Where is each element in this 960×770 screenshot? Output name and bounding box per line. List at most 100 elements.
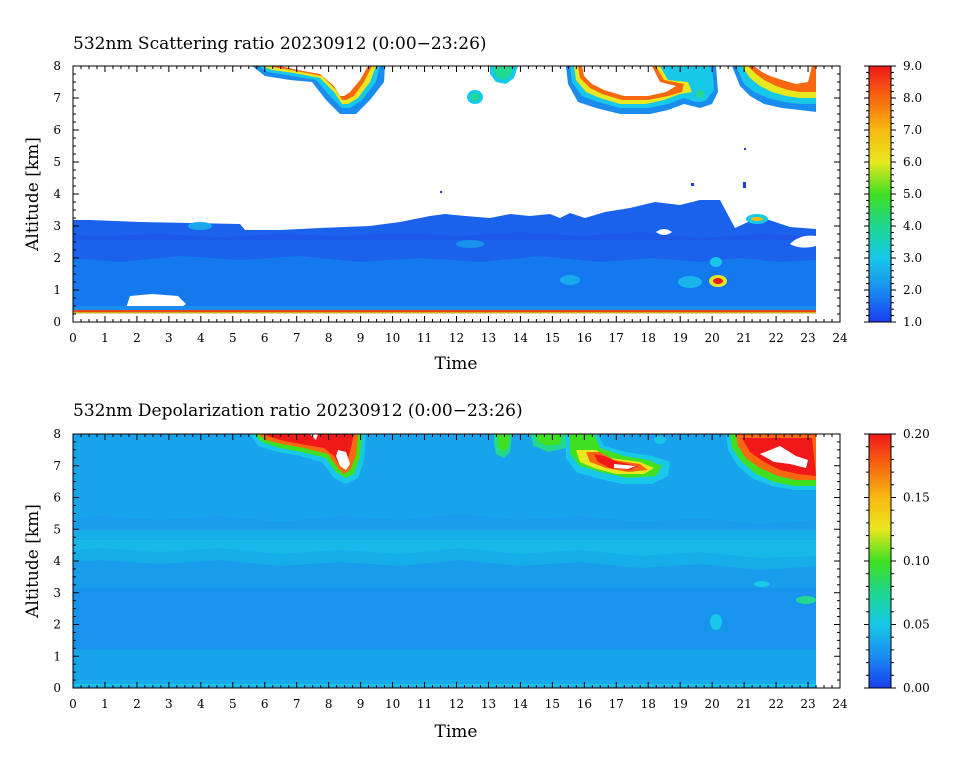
aerosol-patch bbox=[560, 275, 580, 285]
y-tick-label: 8 bbox=[53, 59, 61, 73]
y-axis-label: Altitude [km] bbox=[23, 504, 43, 619]
y-tick-label: 1 bbox=[53, 649, 61, 663]
x-tick-label: 6 bbox=[261, 331, 269, 345]
x-tick-label: 16 bbox=[577, 331, 592, 345]
x-tick-label: 10 bbox=[385, 697, 400, 711]
aerosol-patch bbox=[456, 240, 484, 248]
x-tick-label: 23 bbox=[800, 697, 815, 711]
x-tick-label: 17 bbox=[609, 331, 624, 345]
surface-layer-line bbox=[73, 684, 816, 686]
colorbar-tick-label: 0.10 bbox=[903, 554, 930, 568]
y-axis-label: Altitude [km] bbox=[23, 137, 43, 252]
axis-ticks: 0 1 2 3 4 5 6 7 8 9 10 11 12 13 14 15 16 17 18 19 20 21 22 23 24… bbox=[53, 427, 848, 711]
colorbar-tick-label: 0.05 bbox=[903, 618, 930, 632]
colorbar-tick-label: 4.0 bbox=[903, 219, 922, 233]
y-tick-label: 3 bbox=[53, 586, 61, 600]
colorbar bbox=[868, 65, 892, 323]
aerosol-patch bbox=[710, 614, 722, 630]
speck bbox=[743, 182, 746, 188]
y-tick-label: 5 bbox=[53, 155, 61, 169]
x-tick-label: 18 bbox=[641, 331, 656, 345]
x-tick-label: 10 bbox=[385, 331, 400, 345]
x-tick-label: 24 bbox=[832, 331, 848, 345]
chart-title: 532nm Depolarization ratio 20230912 (0:0… bbox=[73, 401, 523, 421]
surface-layer-red bbox=[73, 310, 816, 312]
y-tick-label: 2 bbox=[53, 251, 61, 265]
x-tick-label: 2 bbox=[133, 697, 141, 711]
x-tick-label: 8 bbox=[325, 697, 333, 711]
y-tick-label: 0 bbox=[53, 681, 61, 695]
cloud-13-14h bbox=[467, 66, 518, 104]
x-tick-label: 11 bbox=[417, 697, 432, 711]
y-tick-label: 6 bbox=[53, 123, 61, 137]
x-tick-label: 19 bbox=[673, 697, 688, 711]
cloud-13-15h bbox=[494, 434, 666, 458]
colorbar-tick-label: 0.00 bbox=[903, 681, 930, 695]
x-tick-label: 24 bbox=[832, 697, 848, 711]
x-tick-label: 22 bbox=[768, 697, 783, 711]
aerosol-patch bbox=[188, 222, 212, 230]
x-tick-label: 13 bbox=[481, 697, 496, 711]
x-tick-label: 18 bbox=[641, 697, 656, 711]
heatmap-area bbox=[73, 66, 816, 314]
x-tick-label: 21 bbox=[736, 697, 751, 711]
x-tick-label: 3 bbox=[165, 697, 173, 711]
colorbar-tick-label: 1.0 bbox=[903, 315, 922, 329]
x-tick-label: 0 bbox=[69, 697, 77, 711]
x-tick-label: 7 bbox=[293, 697, 301, 711]
colorbar-tick-label: 0.20 bbox=[903, 427, 930, 441]
y-tick-label: 7 bbox=[53, 91, 61, 105]
clear-pocket bbox=[126, 294, 186, 308]
x-tick-label: 23 bbox=[800, 331, 815, 345]
scattering-ratio-panel: 532nm Scattering ratio 20230912 (0:00−23… bbox=[23, 34, 922, 374]
x-tick-label: 22 bbox=[768, 331, 783, 345]
y-tick-label: 0 bbox=[53, 315, 61, 329]
y-tick-label: 4 bbox=[53, 554, 61, 568]
cloud-6-9h bbox=[252, 66, 385, 114]
cloud-21-23h bbox=[732, 66, 816, 112]
x-axis-label: Time bbox=[435, 722, 478, 742]
x-tick-label: 17 bbox=[609, 697, 624, 711]
boundary-layer-top-band bbox=[73, 232, 816, 240]
y-tick-label: 2 bbox=[53, 618, 61, 632]
boundary-layer-core bbox=[73, 256, 816, 306]
depolarization-ratio-panel: 532nm Depolarization ratio 20230912 (0:0… bbox=[23, 401, 930, 742]
x-tick-label: 1 bbox=[101, 697, 109, 711]
speck bbox=[744, 148, 746, 150]
x-tick-label: 0 bbox=[69, 331, 77, 345]
lower-band-light bbox=[73, 650, 816, 680]
x-tick-label: 5 bbox=[229, 331, 237, 345]
x-tick-label: 12 bbox=[449, 331, 464, 345]
colorbar-ticks: 1.0 2.0 3.0 4.0 5.0 6.0 7.0 8.0 9.0 bbox=[864, 59, 922, 329]
x-tick-label: 21 bbox=[736, 331, 751, 345]
x-tick-label: 14 bbox=[513, 697, 529, 711]
x-tick-label: 4 bbox=[197, 697, 205, 711]
x-tick-label: 3 bbox=[165, 331, 173, 345]
x-tick-label: 12 bbox=[449, 697, 464, 711]
y-tick-label: 4 bbox=[53, 187, 61, 201]
x-tick-label: 13 bbox=[481, 331, 496, 345]
colorbar-tick-label: 6.0 bbox=[903, 155, 922, 169]
x-tick-label: 11 bbox=[417, 331, 432, 345]
surface-layer-yellow bbox=[73, 312, 816, 314]
x-tick-label: 15 bbox=[545, 331, 560, 345]
colorbar-ticks: 0.00 0.05 0.10 0.15 0.20 bbox=[864, 427, 930, 695]
aerosol-patch bbox=[796, 596, 816, 604]
aerosol-spot-inner bbox=[713, 278, 723, 284]
upper-band bbox=[73, 434, 816, 524]
clear-pocket bbox=[790, 235, 816, 248]
colorbar-tick-label: 2.0 bbox=[903, 283, 922, 297]
low-cloud-patch-core bbox=[751, 217, 763, 221]
x-tick-label: 1 bbox=[101, 331, 109, 345]
chart-title: 532nm Scattering ratio 20230912 (0:00−23… bbox=[73, 34, 487, 54]
colorbar-tick-label: 8.0 bbox=[903, 91, 922, 105]
x-tick-label: 14 bbox=[513, 331, 529, 345]
surface-layer-blue bbox=[73, 306, 816, 310]
y-tick-label: 5 bbox=[53, 522, 61, 536]
y-tick-label: 1 bbox=[53, 283, 61, 297]
colorbar-tick-label: 9.0 bbox=[903, 59, 922, 73]
cloud-16-20h bbox=[566, 66, 718, 114]
aerosol-patch bbox=[710, 257, 722, 267]
clear-pocket bbox=[656, 229, 672, 235]
